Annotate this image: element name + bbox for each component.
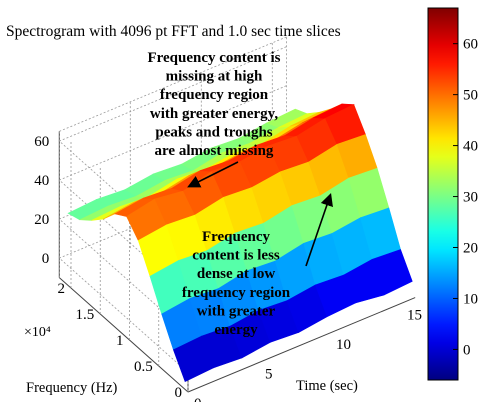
colorbar-tick-label: 20 [463, 241, 478, 257]
annotation-arrow-high-frequency [187, 161, 239, 188]
axis-line-time [187, 297, 416, 393]
annotation-high-frequency-line: missing at high [166, 69, 263, 85]
y-scale-exponent: ×10⁴ [24, 325, 51, 340]
annotations: Frequency content is missing at high frequ… [147, 50, 333, 338]
z-tick-label: 20 [34, 212, 49, 228]
annotation-arrow-low-frequency [305, 192, 333, 267]
y-axis-label: Frequency (Hz) [26, 380, 118, 396]
annotation-low-frequency-line: frequency region [182, 285, 291, 301]
annotation-low-frequency-line: dense at low [197, 266, 276, 282]
chart-title: Spectrogram with 4096 pt FFT and 1.0 sec… [6, 23, 341, 40]
y-tick-label: 2 [58, 281, 66, 297]
annotation-high-frequency-line: are almost missing [155, 143, 274, 159]
colorbar-scale [427, 7, 459, 381]
colorbar-tick-label: 30 [463, 190, 478, 206]
colorbar-tick-label: 10 [463, 291, 478, 307]
y-tick-label: 0 [175, 385, 183, 401]
colorbar-tick-label: 60 [463, 37, 478, 53]
annotation-low-frequency-line: energy [214, 322, 258, 338]
x-axis-label: Time (sec) [296, 378, 358, 394]
annotation-low-frequency-line: content is less [192, 248, 280, 264]
x-tick-label: 5 [265, 367, 273, 383]
x-tick-label: 15 [407, 308, 422, 324]
z-tick-label: 0 [42, 251, 50, 267]
annotation-high-frequency-line: Frequency content is [147, 50, 280, 66]
colorbar-tick-label: 40 [463, 139, 478, 155]
y-tick-label: 0.5 [134, 359, 153, 375]
y-tick-label: 1 [116, 333, 124, 349]
annotation-high-frequency-line: frequency region [160, 87, 269, 103]
surface-patch [371, 249, 413, 296]
colorbar: 0 10 20 30 40 50 60 [427, 7, 478, 381]
colorbar-tick-label: 50 [463, 88, 478, 104]
spectrogram-surface [67, 103, 413, 383]
annotation-low-frequency-line: with greater [197, 303, 276, 319]
annotation-high-frequency-line: with greater energy, [150, 106, 278, 122]
annotation-low-frequency-line: Frequency [202, 229, 271, 245]
x-tick-label: 10 [336, 337, 351, 353]
x-tick-label: 0 [194, 396, 202, 402]
colorbar-tick-label: 0 [463, 342, 471, 358]
annotation-high-frequency-line: peaks and troughs [155, 124, 272, 140]
axis-line-frequency [58, 277, 189, 393]
y-tick-label: 1.5 [76, 307, 95, 323]
z-tick-label: 40 [34, 173, 49, 189]
z-tick-label: 60 [34, 134, 49, 150]
grid-line [59, 36, 287, 132]
